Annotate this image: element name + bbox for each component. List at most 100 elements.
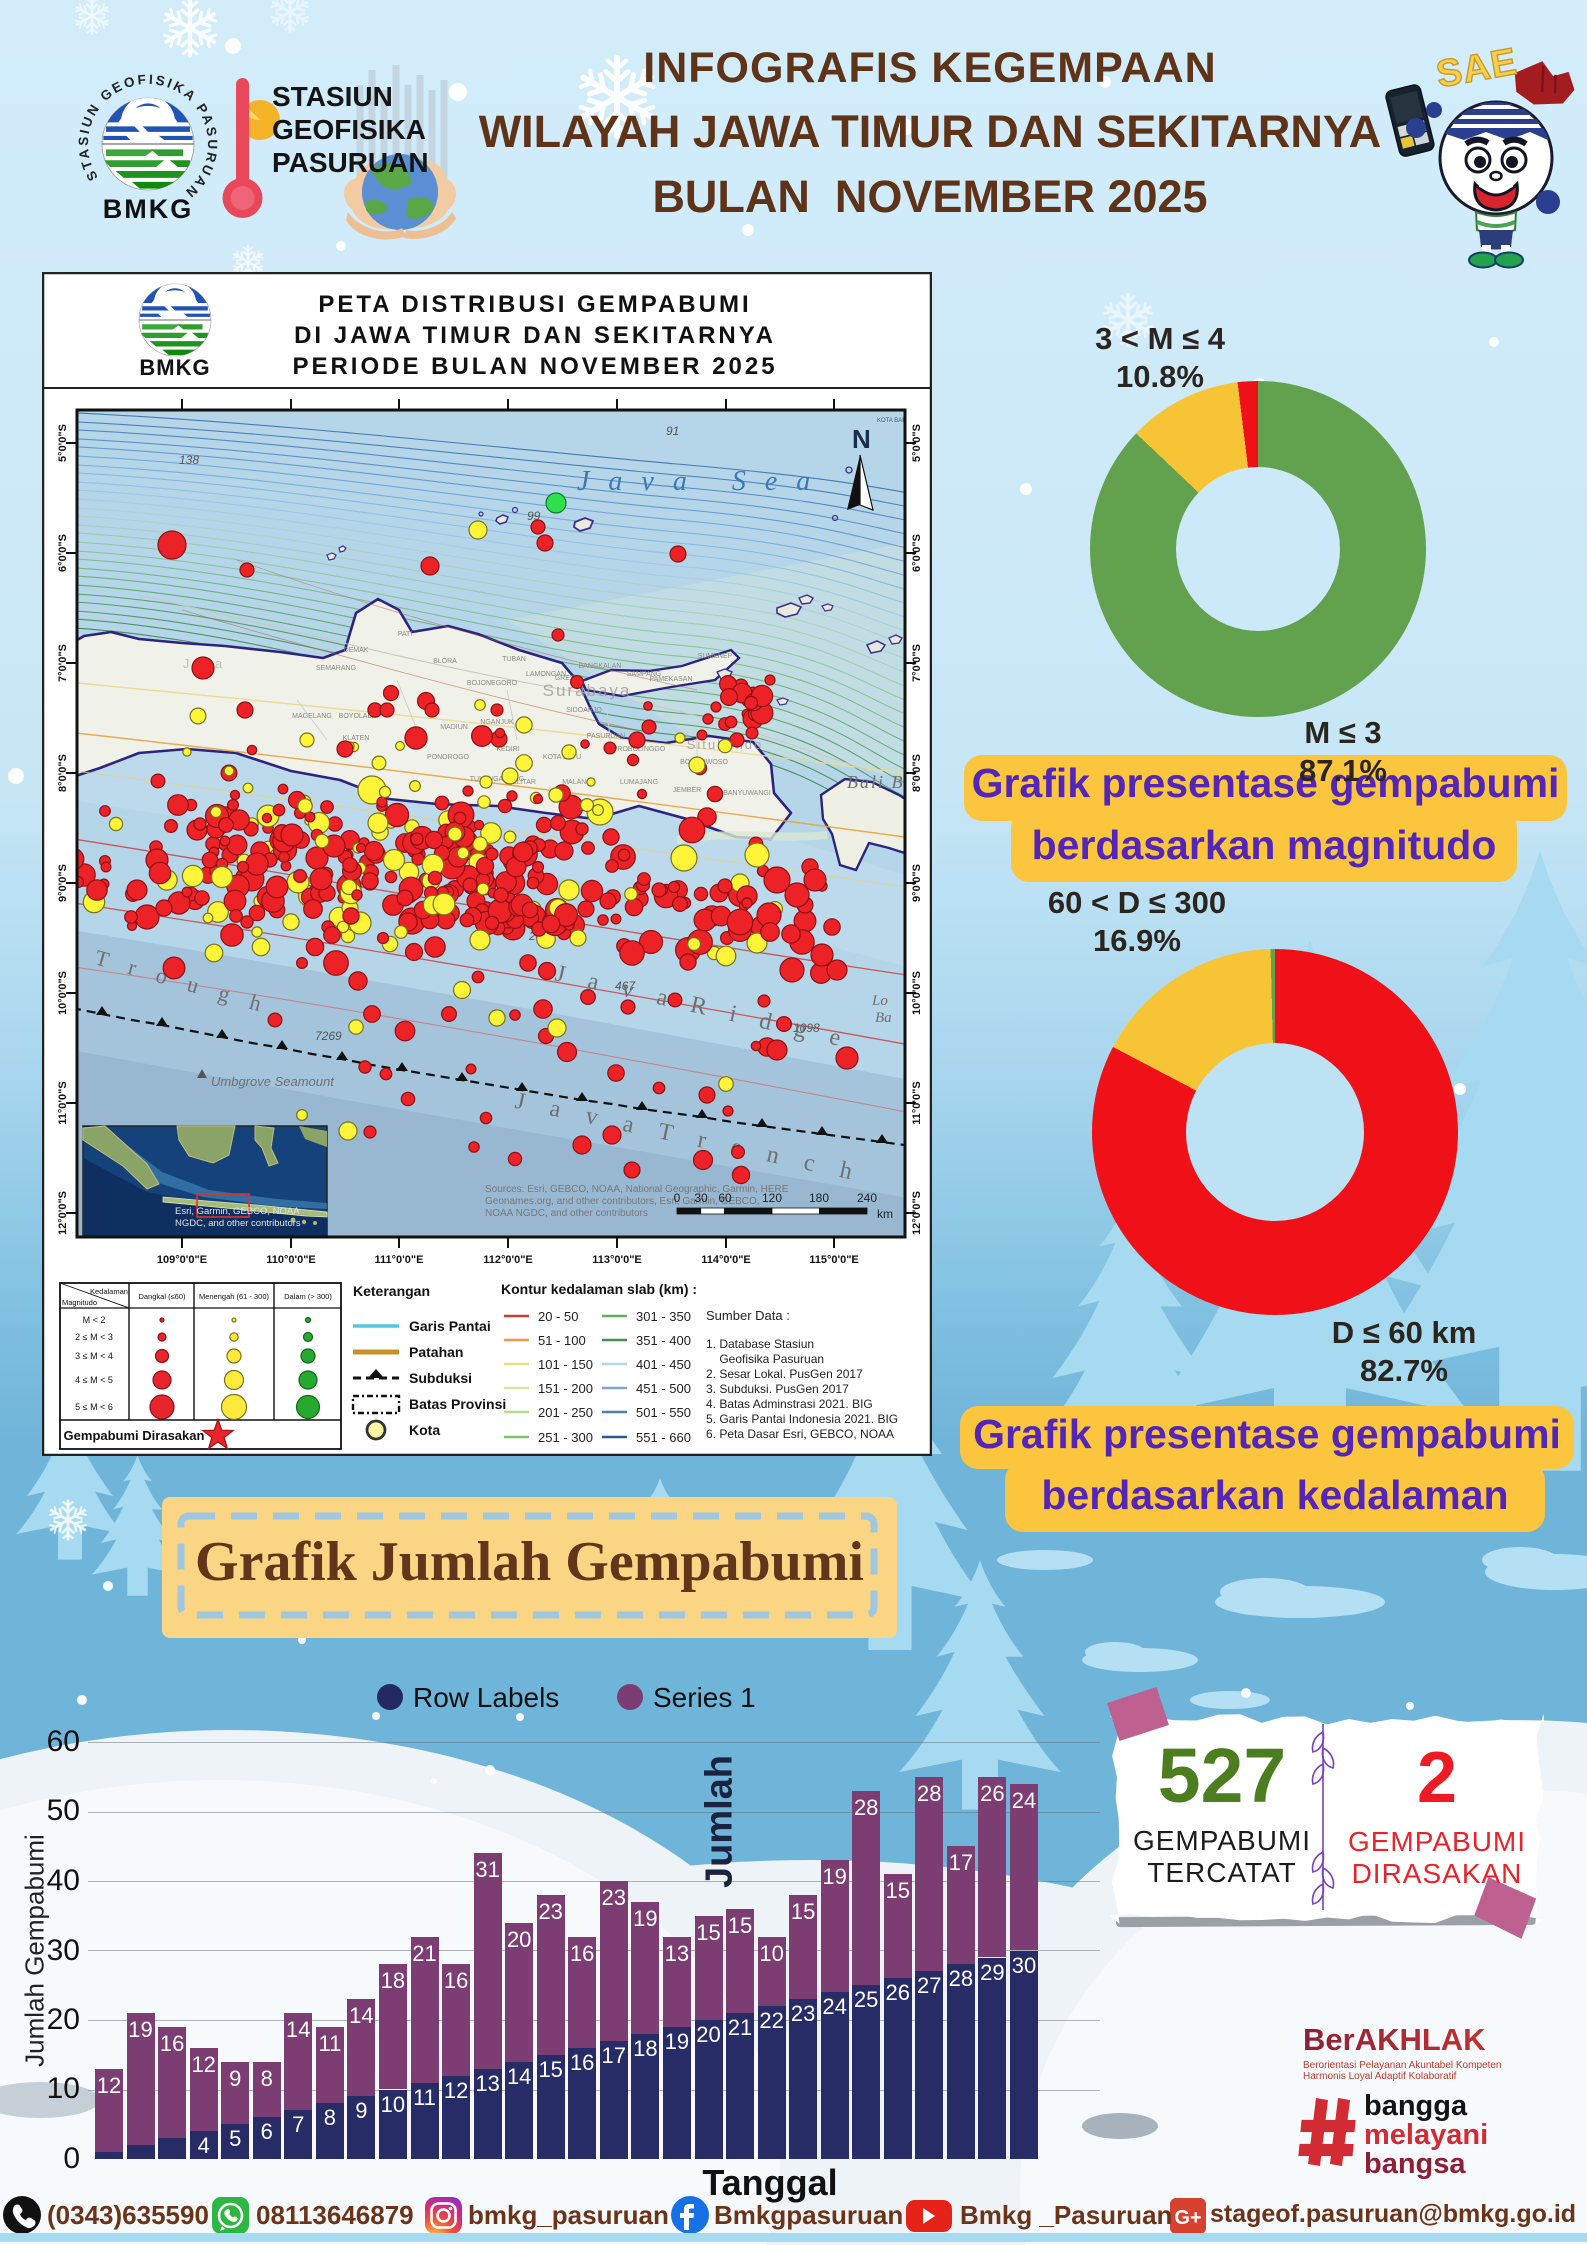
svg-text:4. Batas Adminstrasi 2021. BIG: 4. Batas Adminstrasi 2021. BIG xyxy=(706,1397,873,1411)
svg-text:Sumber Data :: Sumber Data : xyxy=(706,1308,790,1323)
svg-text:BLORA: BLORA xyxy=(433,658,457,665)
svg-text:TUBAN: TUBAN xyxy=(502,656,526,663)
svg-text:Surabaya: Surabaya xyxy=(543,681,632,700)
svg-text:180: 180 xyxy=(809,1191,829,1205)
svg-text:109°0'0"E: 109°0'0"E xyxy=(157,1254,207,1266)
svg-text:SUMENEP: SUMENEP xyxy=(698,653,733,660)
svg-text:7°0'0"S: 7°0'0"S xyxy=(57,644,69,682)
svg-text:Geonames.org, and other contri: Geonames.org, and other contributors, Es… xyxy=(485,1196,760,1207)
svg-text:5 ≤ M < 6: 5 ≤ M < 6 xyxy=(75,1402,113,1412)
svg-text:Subduksi: Subduksi xyxy=(409,1370,472,1386)
svg-text:PASURUAN: PASURUAN xyxy=(272,147,429,178)
svg-text:SIDOARJO: SIDOARJO xyxy=(566,707,602,714)
svg-text:Garis Pantai: Garis Pantai xyxy=(409,1318,491,1334)
svg-text:11°0'0"S: 11°0'0"S xyxy=(57,1081,69,1124)
svg-text:351 - 400: 351 - 400 xyxy=(636,1333,691,1348)
svg-text:NGANJUK: NGANJUK xyxy=(480,719,514,726)
svg-text:2 ≤ M < 3: 2 ≤ M < 3 xyxy=(75,1332,113,1342)
svg-text:Sources: Esri, GEBCO, NOAA, Na: Sources: Esri, GEBCO, NOAA, National Geo… xyxy=(485,1184,789,1195)
svg-text:501 - 550: 501 - 550 xyxy=(636,1405,691,1420)
svg-text:9°0'0"S: 9°0'0"S xyxy=(911,864,923,902)
svg-text:PONOROGO: PONOROGO xyxy=(427,754,470,761)
svg-text:Lo: Lo xyxy=(871,993,888,1009)
svg-text:NGDC, and other contributors: NGDC, and other contributors xyxy=(175,1218,301,1229)
svg-text:BMKG: BMKG xyxy=(139,355,210,380)
svg-text:PATI: PATI xyxy=(398,631,413,638)
svg-text:BOJONEGORO: BOJONEGORO xyxy=(467,680,518,687)
svg-text:4 ≤ M < 5: 4 ≤ M < 5 xyxy=(75,1375,113,1385)
svg-text:Kedalaman: Kedalaman xyxy=(90,1287,128,1296)
svg-text:KOTA BATU: KOTA BATU xyxy=(543,754,581,761)
svg-text:GEOFISIKA: GEOFISIKA xyxy=(272,114,426,145)
svg-text:SAMPANG: SAMPANG xyxy=(627,671,662,678)
svg-text:251 - 300: 251 - 300 xyxy=(538,1430,593,1445)
svg-text:G+: G+ xyxy=(1174,2207,1201,2229)
svg-text:113°0'0"E: 113°0'0"E xyxy=(592,1254,642,1266)
svg-text:Dangkal (≤60): Dangkal (≤60) xyxy=(138,1292,186,1301)
svg-text:10°0'0"S: 10°0'0"S xyxy=(57,971,69,1015)
svg-text:12°0'0"S: 12°0'0"S xyxy=(911,1191,923,1235)
svg-text:BLITAR: BLITAR xyxy=(512,779,536,786)
svg-text:PAMEKASAN: PAMEKASAN xyxy=(649,676,692,683)
svg-text:MALANG: MALANG xyxy=(562,779,592,786)
svg-text:Kontur kedalaman slab (km) :: Kontur kedalaman slab (km) : xyxy=(501,1281,697,1297)
svg-text:Esri, Garmin, GEBCO, NOAA: Esri, Garmin, GEBCO, NOAA xyxy=(175,1206,300,1217)
svg-text:TULUNGAGUNG: TULUNGAGUNG xyxy=(470,776,524,783)
svg-text:1. Database Stasiun: 1. Database Stasiun xyxy=(706,1337,814,1351)
svg-text:112°0'0"E: 112°0'0"E xyxy=(483,1254,533,1266)
svg-text:JEMBER: JEMBER xyxy=(673,787,701,794)
svg-text:PETA DISTRIBUSI GEMPABUMI: PETA DISTRIBUSI GEMPABUMI xyxy=(318,291,751,318)
svg-text:Dalam (> 300): Dalam (> 300) xyxy=(284,1292,332,1301)
svg-text:Menengah (61 - 300): Menengah (61 - 300) xyxy=(199,1292,270,1301)
svg-text:Patahan: Patahan xyxy=(409,1344,463,1360)
svg-text:0: 0 xyxy=(674,1191,681,1205)
svg-text:SAE: SAE xyxy=(1433,41,1520,96)
svg-text:N: N xyxy=(852,424,871,454)
svg-text:6. Peta Dasar Esri, GEBCO, NOA: 6. Peta Dasar Esri, GEBCO, NOAA xyxy=(706,1427,894,1441)
svg-text:151 - 200: 151 - 200 xyxy=(538,1381,593,1396)
svg-text:J a v a S e a: J a v a S e a xyxy=(577,466,816,497)
svg-text:114°0'0"E: 114°0'0"E xyxy=(701,1254,751,1266)
svg-text:BMKG: BMKG xyxy=(103,194,194,224)
svg-text:20 - 50: 20 - 50 xyxy=(538,1309,578,1324)
svg-text:km: km xyxy=(877,1207,893,1221)
svg-text:5°0'0"S: 5°0'0"S xyxy=(911,424,923,462)
svg-text:8°0'0"S: 8°0'0"S xyxy=(57,754,69,792)
svg-text:PROBOLINGGO: PROBOLINGGO xyxy=(613,746,666,753)
svg-text:2. Sesar Lokal. PusGen 2017: 2. Sesar Lokal. PusGen 2017 xyxy=(706,1367,863,1381)
svg-text:467: 467 xyxy=(615,979,636,993)
svg-text:6°0'0"S: 6°0'0"S xyxy=(911,534,923,572)
svg-text:12°0'0"S: 12°0'0"S xyxy=(57,1191,69,1235)
svg-text:110°0'0"E: 110°0'0"E xyxy=(266,1254,316,1266)
svg-text:5. Garis Pantai Indonesia 2021: 5. Garis Pantai Indonesia 2021. BIG xyxy=(706,1412,898,1426)
svg-text:Geofisika Pasuruan: Geofisika Pasuruan xyxy=(706,1352,824,1366)
svg-text:SEMARANG: SEMARANG xyxy=(316,665,356,672)
svg-text:KLATEN: KLATEN xyxy=(343,735,370,742)
svg-text:1098: 1098 xyxy=(793,1021,820,1035)
svg-text:NOAA NGDC, and other contribut: NOAA NGDC, and other contributors xyxy=(485,1208,648,1219)
svg-text:STASIUN: STASIUN xyxy=(272,81,393,112)
svg-text:60: 60 xyxy=(718,1191,732,1205)
svg-text:GRESIK: GRESIK xyxy=(555,675,582,682)
svg-text:Keterangan: Keterangan xyxy=(353,1283,430,1299)
svg-text:301 - 350: 301 - 350 xyxy=(636,1309,691,1324)
svg-text:201 - 250: 201 - 250 xyxy=(538,1405,593,1420)
svg-text:Batas Provinsi: Batas Provinsi xyxy=(409,1396,506,1412)
svg-text:BOYOLALI: BOYOLALI xyxy=(339,713,374,720)
svg-text:Gempabumi Dirasakan: Gempabumi Dirasakan xyxy=(64,1428,205,1443)
svg-text:BANGKALAN: BANGKALAN xyxy=(579,663,622,670)
svg-text:Bali Bas: Bali Bas xyxy=(847,772,925,792)
svg-text:10°0'0"S: 10°0'0"S xyxy=(911,971,923,1015)
svg-text:7269: 7269 xyxy=(315,1029,342,1043)
svg-text:91: 91 xyxy=(666,424,679,438)
svg-text:Umbgrove Seamount: Umbgrove Seamount xyxy=(211,1074,335,1089)
svg-text:DI JAWA TIMUR DAN SEKITARNYA: DI JAWA TIMUR DAN SEKITARNYA xyxy=(294,322,776,349)
svg-text:KEDIRI: KEDIRI xyxy=(496,746,519,753)
svg-text:MAGELANG: MAGELANG xyxy=(292,713,332,720)
svg-text:BANYUWANGI: BANYUWANGI xyxy=(723,790,771,797)
svg-text:9°0'0"S: 9°0'0"S xyxy=(57,864,69,902)
svg-text:8°0'0"S: 8°0'0"S xyxy=(911,754,923,792)
svg-text:LUMAJANG: LUMAJANG xyxy=(620,779,658,786)
svg-text:115°0'0"E: 115°0'0"E xyxy=(809,1254,859,1266)
svg-text:Kota: Kota xyxy=(409,1422,440,1438)
